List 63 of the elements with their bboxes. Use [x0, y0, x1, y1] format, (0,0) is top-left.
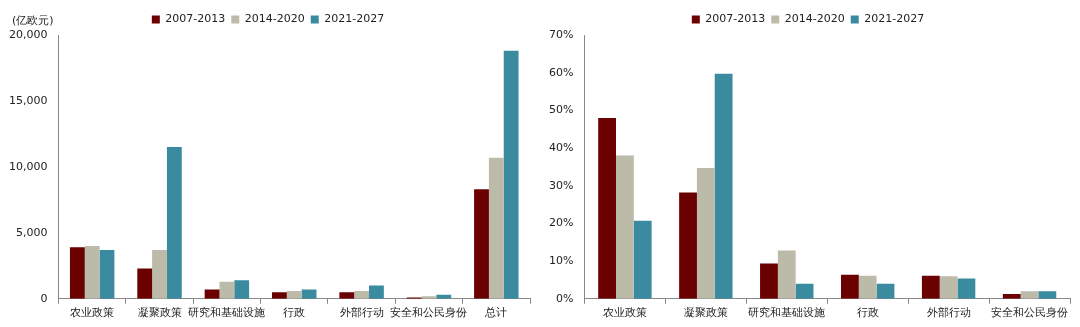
x-tick-label: 行政: [856, 306, 879, 320]
legend-label: 2014-2020: [244, 12, 305, 26]
y-tick-label: 15,000: [8, 93, 48, 107]
bar: [69, 247, 85, 299]
x-tick-label: 外部行动: [339, 306, 384, 320]
y-tick-label: 30%: [549, 178, 574, 192]
bar: [1038, 291, 1057, 299]
x-tick-label: 农业政策: [602, 306, 647, 320]
bar: [286, 290, 302, 299]
bar: [272, 292, 287, 299]
bar: [488, 157, 504, 299]
bar: [616, 155, 634, 299]
bar: [354, 290, 370, 299]
bar: [99, 250, 115, 299]
bar: [598, 117, 617, 299]
bar: [939, 276, 958, 299]
x-tick-label: 安全和公民身份: [991, 306, 1069, 320]
x-tick-label: 安全和公民身份: [390, 306, 468, 320]
bar: [714, 73, 733, 299]
y-tick-label: 0%: [556, 291, 574, 305]
x-tick-label: 农业政策: [70, 306, 115, 320]
bar: [503, 50, 519, 299]
bar: [858, 275, 877, 299]
x-tick-label: 凝聚政策: [137, 306, 182, 320]
bar: [166, 147, 182, 299]
y-tick-label: 0: [40, 291, 48, 305]
y-tick-label: 20,000: [8, 27, 48, 41]
bar: [921, 275, 940, 299]
bar: [777, 250, 796, 299]
bar: [137, 268, 153, 299]
y-tick-label: 60%: [549, 65, 574, 79]
y-tick-label: 10,000: [8, 159, 48, 173]
y-tick-label: 10%: [549, 253, 574, 267]
bar: [840, 274, 859, 299]
bar: [234, 280, 250, 299]
legend-label: 2021-2027: [864, 12, 925, 26]
bar: [633, 220, 652, 299]
x-tick-label: 凝聚政策: [683, 306, 728, 320]
bar: [369, 285, 384, 299]
bar: [474, 189, 489, 299]
y-tick-label: 40%: [549, 140, 574, 154]
bar: [84, 246, 100, 299]
bar: [760, 263, 778, 299]
bar: [219, 281, 235, 299]
legend-label: 2014-2020: [784, 12, 845, 26]
x-tick-label: 研究和基础设施: [748, 306, 826, 320]
bar: [957, 278, 976, 299]
legend-label: 2021-2027: [324, 12, 385, 26]
y-tick-label: 20%: [549, 216, 574, 230]
x-tick-label: 外部行动: [926, 306, 971, 320]
bar: [339, 292, 355, 299]
y-axis-title: (亿欧元): [12, 14, 54, 28]
y-tick-label: 50%: [549, 103, 574, 117]
x-tick-label: 总计: [484, 306, 508, 320]
x-tick-label: 研究和基础设施: [188, 306, 266, 320]
legend-label: 2007-2013: [165, 12, 226, 26]
x-tick-label: 行政: [283, 306, 306, 320]
y-tick-label: 70%: [549, 27, 574, 41]
y-tick-label: 5,000: [15, 225, 48, 239]
bar: [696, 168, 715, 299]
legend-label: 2007-2013: [705, 12, 766, 26]
bar: [679, 192, 697, 299]
bar: [152, 250, 167, 299]
